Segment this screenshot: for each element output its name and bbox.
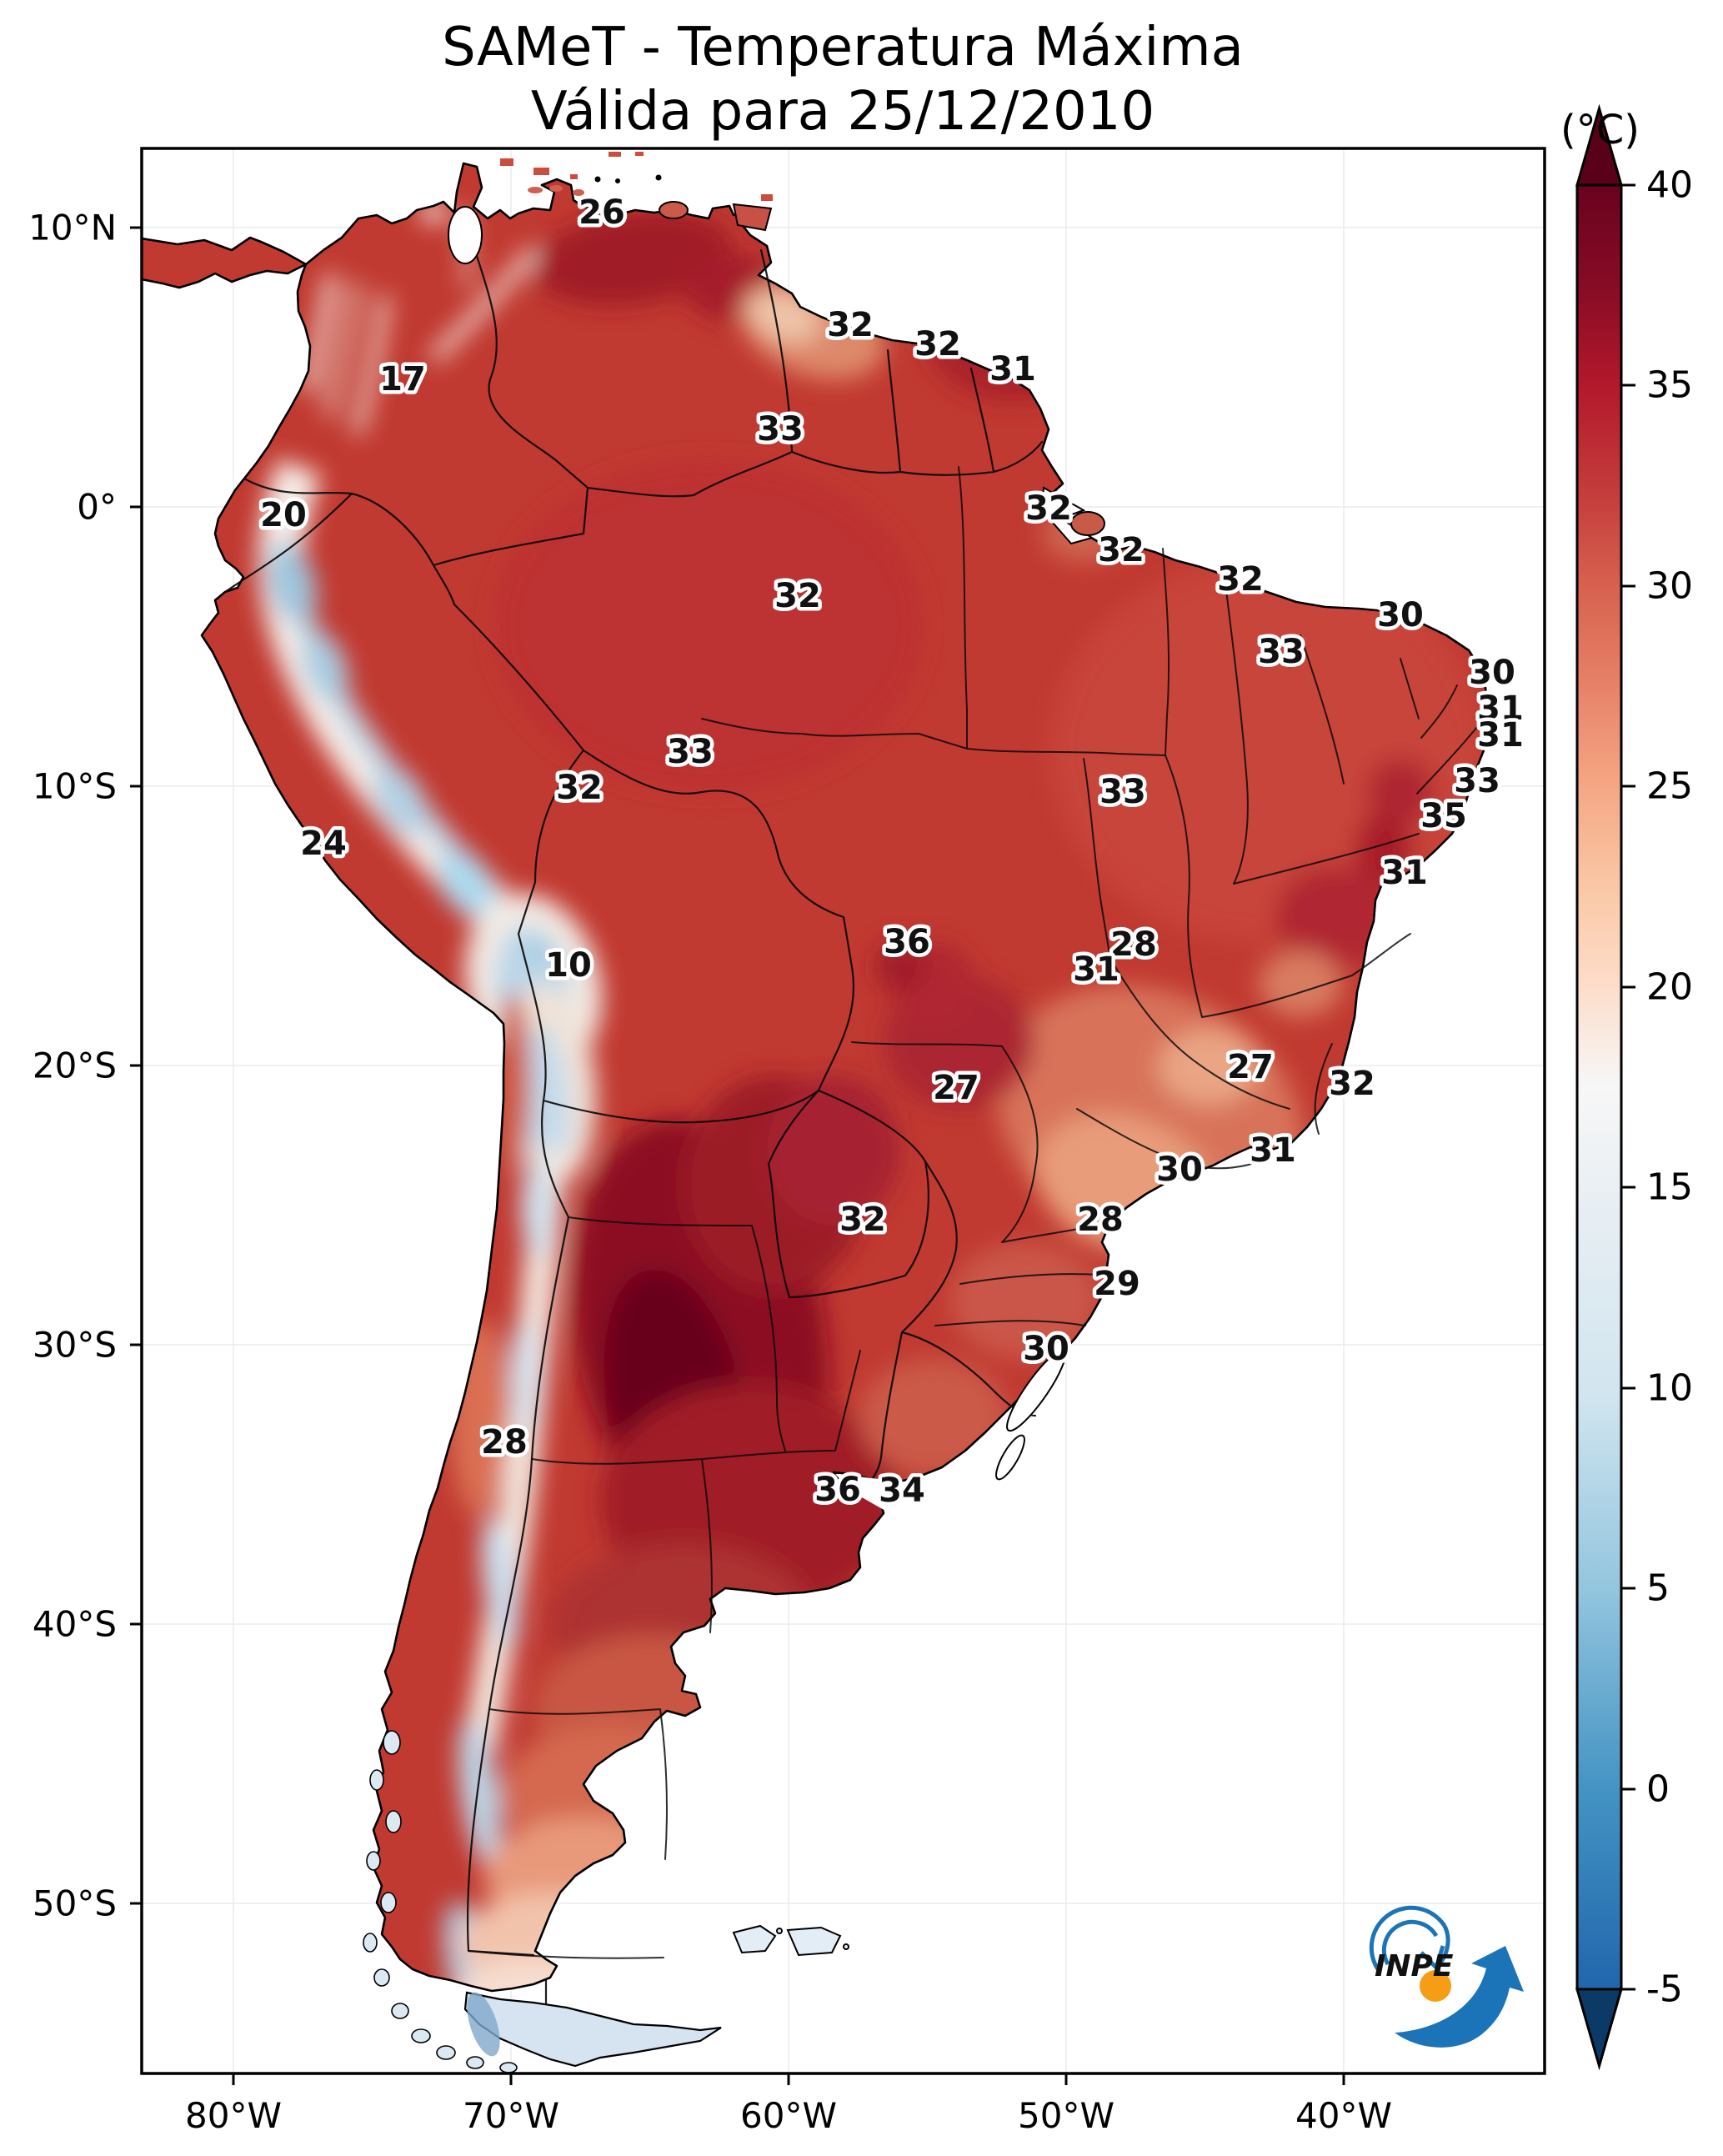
- colorbar-unit-label: (°C): [1560, 107, 1640, 153]
- station-temp-label: 26: [579, 193, 625, 232]
- station-temp-label: 32: [839, 1201, 886, 1239]
- fjord-islands: [363, 1730, 518, 2073]
- colorbar-tick-label: 0: [1646, 1768, 1670, 1811]
- country-borders: [223, 208, 1044, 2054]
- station-temp-label: 33: [757, 410, 804, 449]
- station-temp-label: 24: [300, 825, 347, 863]
- lat-tick-label: 0°: [77, 487, 117, 528]
- colorbar-ticks: 40 35 30 25 20 15 10 5 0 -5: [1621, 164, 1693, 2011]
- axes-frame: [140, 147, 1546, 2075]
- caribbean-islands: [500, 152, 773, 232]
- colorbar-tick-label: 10: [1646, 1367, 1693, 1410]
- colorbar-tick-label: 5: [1646, 1567, 1670, 1610]
- lat-tick-label: 20°S: [33, 1045, 117, 1086]
- state-borders: [468, 466, 1478, 1959]
- station-temp-label: 32: [774, 577, 821, 615]
- station-temp-label: 31: [1250, 1131, 1296, 1170]
- station-temp-label: 32: [1217, 560, 1264, 599]
- station-temp-label: 29: [1094, 1265, 1140, 1303]
- station-temp-label: 32: [1329, 1065, 1375, 1103]
- station-temp-label: 33: [1099, 773, 1146, 811]
- station-temp-label: 30: [1156, 1151, 1203, 1189]
- latitude-axis: 10°N 0° 10°S 20°S 30°S 40°S 50°S: [28, 208, 142, 1924]
- station-temp-label: 20: [260, 496, 307, 534]
- lon-tick-label: 80°W: [185, 2095, 282, 2136]
- station-temp-label: 36: [884, 923, 930, 961]
- figure-subtitle: Válida para 25/12/2010: [531, 81, 1155, 143]
- station-temp-label: 35: [1420, 797, 1467, 835]
- station-temp-label: 31: [1073, 950, 1119, 989]
- lon-tick-label: 40°W: [1295, 2095, 1392, 2136]
- colorbar-tick-label: 25: [1646, 765, 1693, 808]
- longitude-axis: 80°W 70°W 60°W 50°W 40°W: [185, 2073, 1392, 2136]
- fuegian-andes: [467, 1992, 500, 2057]
- station-temp-label: 28: [1077, 1201, 1124, 1239]
- logo-orbit-arcs: [1369, 1905, 1450, 1971]
- station-temp-label: 30: [1469, 654, 1515, 692]
- colorbar-tick-label: -5: [1646, 1968, 1683, 2011]
- station-temp-label: 30: [1377, 596, 1424, 634]
- station-temp-label: 32: [1025, 489, 1072, 528]
- station-temp-label: 31: [1381, 854, 1428, 892]
- station-temp-label: 27: [933, 1069, 979, 1107]
- station-temp-label: 28: [481, 1423, 528, 1462]
- falkland-islands: [732, 1924, 849, 1957]
- colorbar-tick-label: 15: [1646, 1166, 1693, 1209]
- lat-tick-label: 10°N: [28, 208, 117, 248]
- station-temp-label: 33: [1258, 633, 1305, 671]
- station-temp-label: 30: [1023, 1330, 1069, 1368]
- lat-tick-label: 30°S: [33, 1325, 117, 1366]
- colorbar-tick-label: 40: [1646, 164, 1693, 207]
- lat-tick-label: 40°S: [33, 1604, 117, 1645]
- logo-swoosh-arrow: [1395, 1946, 1524, 2048]
- station-temp-label: 32: [556, 769, 603, 807]
- marajo-island: [1070, 511, 1105, 536]
- water-bodies: [448, 206, 1094, 1511]
- station-temp-label: 33: [1454, 762, 1500, 800]
- figure-title: SAMeT - Temperatura Máxima: [442, 17, 1244, 78]
- station-temp-label: 32: [827, 306, 874, 344]
- station-temp-label: 10: [545, 946, 592, 985]
- station-temp-label: 31: [989, 350, 1036, 389]
- station-temp-label: 32: [914, 325, 961, 364]
- station-temp-label: 33: [667, 733, 714, 771]
- logo-text: INPE: [1375, 1949, 1454, 1983]
- lon-tick-label: 70°W: [463, 2095, 559, 2136]
- colorbar: 40 35 30 25 20 15 10 5 0 -5 (°C): [1560, 103, 1693, 2071]
- station-temp-label: 17: [379, 360, 426, 399]
- station-temp-label: 28: [1110, 925, 1157, 964]
- colorbar-tick-label: 30: [1646, 565, 1693, 608]
- station-temp-label: 36: [814, 1471, 861, 1509]
- station-temp-label: 32: [1098, 531, 1144, 569]
- lon-tick-label: 60°W: [740, 2095, 837, 2136]
- station-temp-label: 34: [879, 1472, 925, 1510]
- colorbar-extend-bottom: [1575, 1988, 1623, 2071]
- colorbar-tick-label: 35: [1646, 364, 1693, 407]
- lat-tick-label: 10°S: [33, 766, 117, 807]
- lon-tick-label: 50°W: [1018, 2095, 1114, 2136]
- station-temp-label: 31: [1477, 689, 1524, 728]
- colorbar-tick-label: 20: [1646, 966, 1693, 1009]
- lat-tick-label: 50°S: [33, 1883, 117, 1924]
- station-temp-label: 27: [1227, 1048, 1274, 1086]
- logo-orange-dot: [1420, 1970, 1451, 2002]
- inpe-logo: INPE: [1369, 1905, 1524, 2048]
- station-temp-label: 31: [1477, 716, 1524, 755]
- south-america-landmass: [142, 163, 1489, 1991]
- tierra-del-fuego: [463, 1991, 722, 2068]
- colorbar-gradient-bar: [1575, 183, 1623, 1991]
